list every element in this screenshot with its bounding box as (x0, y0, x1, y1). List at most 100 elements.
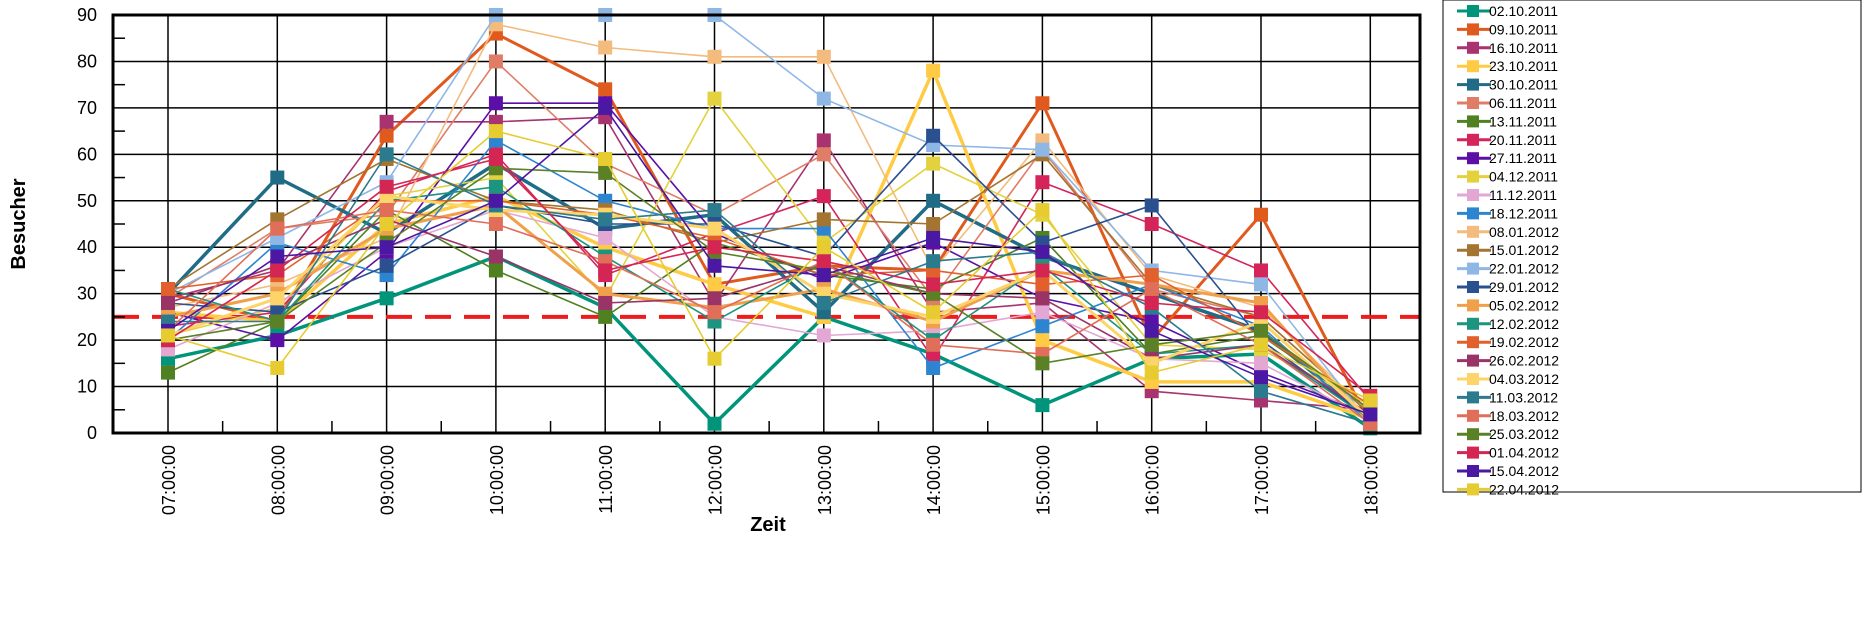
data-point (488, 96, 503, 111)
data-point (270, 314, 285, 329)
legend-marker (1467, 262, 1479, 275)
x-tick-label: 18:00:00 (1361, 445, 1381, 515)
legend-label: 08.01.2012 (1489, 224, 1559, 240)
legend-label: 25.03.2012 (1489, 426, 1559, 442)
x-tick-label: 10:00:00 (487, 445, 507, 515)
series-line (167, 31, 1372, 425)
series-line (167, 185, 1371, 420)
legend-marker (1467, 5, 1479, 17)
data-point (816, 212, 831, 227)
data-point (1144, 323, 1159, 338)
legend-marker (1467, 170, 1479, 183)
data-point (1254, 207, 1268, 222)
y-tick-label: 90 (77, 5, 97, 25)
legend-item: 05.02.2012 (1457, 297, 1559, 313)
data-point (270, 360, 285, 375)
data-point (1035, 142, 1050, 157)
data-point (1363, 393, 1378, 408)
legend-item: 29.01.2012 (1457, 279, 1559, 295)
legend-marker (1467, 336, 1479, 349)
data-point (1254, 370, 1268, 385)
legend-item: 30.10.2011 (1457, 77, 1558, 93)
data-point (379, 240, 394, 255)
series-line (167, 60, 1371, 415)
legend-item: 06.11.2011 (1457, 95, 1557, 111)
legend-marker (1467, 60, 1479, 73)
data-point (488, 249, 503, 264)
x-axis-title: Zeit (750, 514, 786, 536)
legend-item: 18.03.2012 (1457, 408, 1559, 424)
data-point (1035, 203, 1050, 218)
legend-item: 23.10.2011 (1457, 58, 1558, 74)
data-point (598, 230, 613, 245)
x-tick-label: 08:00:00 (268, 445, 288, 515)
series-lines (161, 8, 1378, 436)
data-point (926, 63, 941, 78)
y-tick-label: 40 (77, 237, 97, 257)
data-point (270, 221, 285, 236)
data-point (598, 295, 613, 310)
data-point (161, 295, 175, 310)
legend-item: 15.04.2012 (1457, 463, 1559, 479)
data-point (379, 258, 394, 273)
data-point (816, 91, 831, 106)
data-point (816, 49, 831, 64)
legend-marker (1467, 428, 1479, 441)
x-tick-label: 11:00:00 (596, 445, 616, 514)
data-point (926, 156, 941, 171)
data-point (1254, 263, 1268, 278)
data-point (1144, 217, 1159, 231)
legend-item: 13.11.2011 (1457, 113, 1557, 129)
legend-label: 30.10.2011 (1489, 77, 1558, 93)
legend-marker (1467, 354, 1479, 367)
legend-item: 27.11.2011 (1457, 150, 1557, 166)
data-point (926, 360, 941, 375)
legend-marker (1467, 41, 1479, 54)
legend-label: 29.01.2012 (1489, 279, 1559, 295)
data-point (1035, 398, 1050, 413)
y-tick-label: 60 (77, 144, 97, 164)
legend-label: 06.11.2011 (1489, 95, 1557, 111)
series-22.04.2012 (161, 124, 1378, 408)
data-point (926, 128, 941, 143)
legend-label: 12.02.2012 (1489, 316, 1559, 332)
legend-item: 22.04.2012 (1457, 481, 1559, 497)
legend-label: 09.10.2011 (1489, 21, 1558, 37)
x-tick-label: 16:00:00 (1143, 445, 1163, 515)
data-point (379, 179, 394, 194)
series-line (167, 158, 1371, 397)
data-point (1035, 305, 1050, 320)
y-tick-label: 80 (77, 51, 97, 71)
legend-label: 26.02.2012 (1489, 353, 1559, 369)
data-point (270, 170, 285, 185)
legend-marker (1467, 133, 1479, 146)
data-point (816, 147, 831, 162)
legend-item: 09.10.2011 (1457, 21, 1558, 37)
data-point (926, 217, 941, 231)
y-tick-label: 50 (77, 191, 97, 211)
series-line (167, 14, 1371, 425)
legend-marker (1467, 317, 1479, 330)
legend-label: 22.04.2012 (1489, 481, 1559, 497)
data-point (379, 147, 394, 162)
data-point (816, 328, 831, 343)
data-point (598, 263, 613, 278)
legend-marker (1467, 483, 1479, 496)
legend-marker (1467, 299, 1479, 312)
data-point (1035, 333, 1050, 348)
data-point (488, 217, 503, 231)
legend-item: 04.03.2012 (1457, 371, 1559, 387)
data-point (1254, 356, 1268, 371)
data-point (1035, 277, 1050, 292)
data-point (816, 295, 831, 310)
series-line (167, 209, 1371, 411)
series-line (168, 153, 1371, 425)
x-tick-label: 07:00:00 (159, 445, 179, 515)
y-tick-label: 20 (77, 330, 97, 350)
data-point (1144, 198, 1159, 213)
legend-marker (1467, 189, 1479, 201)
data-point (1035, 244, 1050, 259)
legend: 02.10.2011 09.10.2011 16.10.2011 23.10.2011… (1442, 0, 1862, 497)
legend-label: 02.10.2011 (1489, 3, 1558, 19)
legend-marker (1467, 97, 1479, 109)
